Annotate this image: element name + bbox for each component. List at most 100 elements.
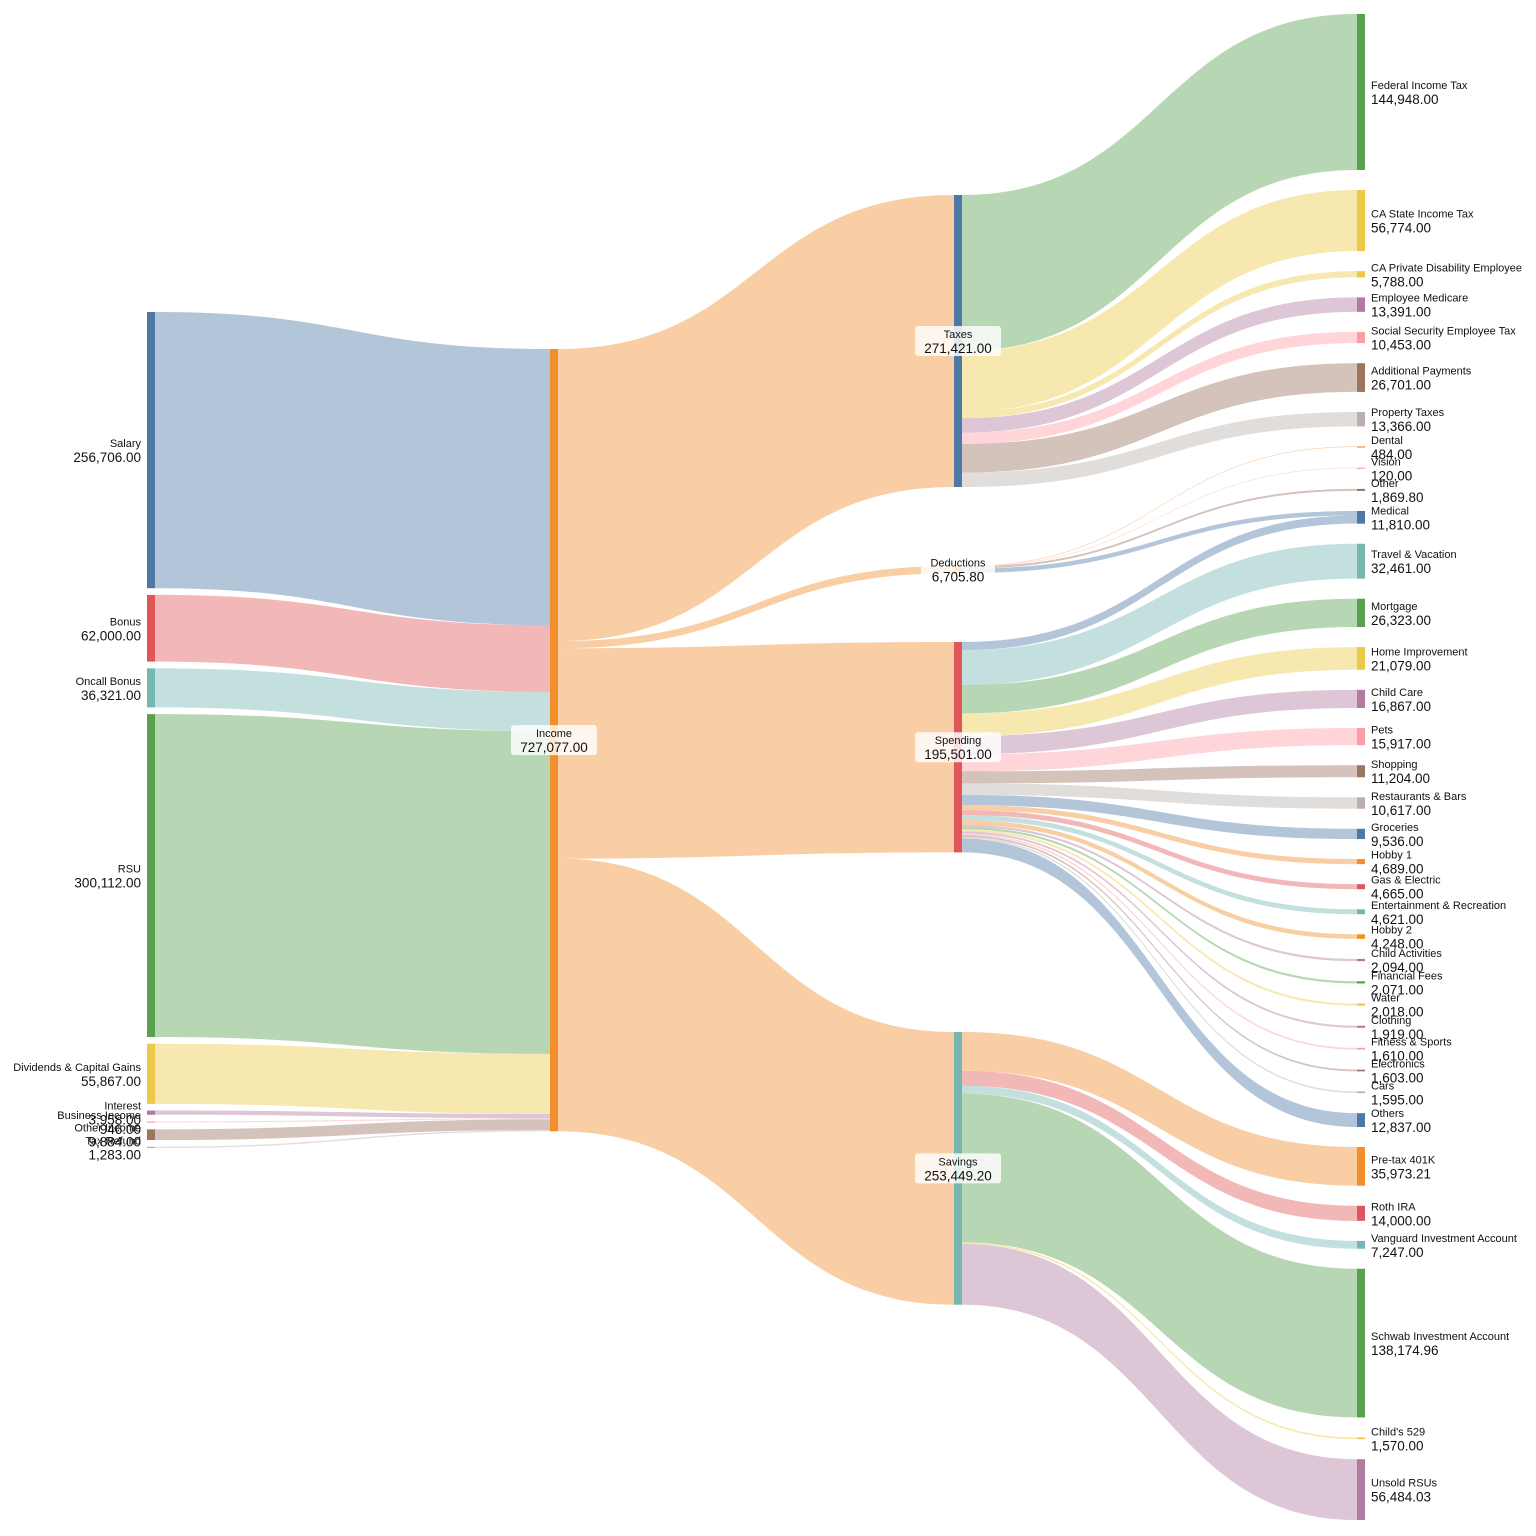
node-salary — [147, 312, 155, 589]
node-name-medical: Medical — [1371, 505, 1409, 517]
node-childcare — [1357, 689, 1365, 708]
node-name-groceries: Groceries — [1371, 822, 1419, 834]
node-name-hobby1: Hobby 1 — [1371, 850, 1412, 862]
link-savings-rothira — [962, 1070, 1357, 1221]
node-value-travel: 32,461.00 — [1371, 561, 1431, 576]
node-value-catax: 56,774.00 — [1371, 221, 1431, 236]
node-value-entertain: 4,621.00 — [1371, 912, 1424, 927]
node-value-vision: 120.00 — [1371, 468, 1412, 483]
node-value-hobby1: 4,689.00 — [1371, 862, 1424, 877]
link-savings-child529 — [962, 1242, 1357, 1440]
link-spending-finfees — [962, 826, 1357, 984]
node-name-travel: Travel & Vacation — [1371, 549, 1457, 561]
node-value-restaurants: 10,617.00 — [1371, 803, 1431, 818]
node-name-finfees: Financial Fees — [1371, 970, 1443, 982]
node-finfees — [1357, 981, 1365, 984]
node-value-electronics: 1,603.00 — [1371, 1070, 1424, 1085]
node-medical — [1357, 510, 1365, 524]
node-name-cars: Cars — [1371, 1080, 1395, 1092]
link-spending-groceries — [962, 794, 1357, 840]
node-label-bg-savings — [915, 1153, 1001, 1184]
node-entertain — [1357, 909, 1365, 915]
node-name-restaurants: Restaurants & Bars — [1371, 791, 1467, 803]
link-savings-vanguard — [962, 1085, 1357, 1249]
node-value-shopping: 11,204.00 — [1371, 771, 1430, 786]
node-name-proptax: Property Taxes — [1371, 407, 1445, 419]
node-value-medicare: 13,391.00 — [1371, 305, 1431, 320]
node-value-childact: 2,094.00 — [1371, 960, 1424, 975]
link-spending-cars — [962, 836, 1357, 1094]
node-dividends — [147, 1043, 155, 1104]
link-taxes-addpay — [962, 363, 1357, 473]
node-value-cars: 1,595.00 — [1371, 1092, 1424, 1107]
link-savings-pretax401k — [962, 1032, 1357, 1186]
node-dental — [1357, 446, 1365, 448]
node-value-water: 2,018.00 — [1371, 1005, 1424, 1020]
node-name-others: Others — [1371, 1108, 1405, 1120]
node-shopping — [1357, 765, 1365, 778]
node-cars — [1357, 1091, 1365, 1094]
node-label-hobby1: Hobby 14,689.00 — [1371, 850, 1424, 877]
node-otherincome — [147, 1129, 155, 1141]
node-value-otherincome: 9,884.00 — [88, 1135, 141, 1150]
node-value-spending: 195,501.00 — [924, 747, 992, 762]
node-clothing — [1357, 1025, 1365, 1028]
node-value-clothing: 1,919.00 — [1371, 1027, 1424, 1042]
node-name-fitness: Fitness & Sports — [1371, 1037, 1452, 1049]
node-value-proptax: 13,366.00 — [1371, 419, 1431, 434]
link-spending-shopping — [962, 765, 1357, 784]
link-taxes-cadisab — [962, 271, 1357, 419]
node-bonus — [147, 594, 155, 662]
node-medicare — [1357, 297, 1365, 312]
link-taxes-catax — [962, 190, 1357, 413]
node-name-pretax401k: Pre-tax 401K — [1371, 1154, 1436, 1166]
node-value-homeimp: 21,079.00 — [1371, 658, 1431, 673]
node-name-rothira: Roth IRA — [1371, 1201, 1416, 1213]
link-income-deductions — [558, 566, 954, 649]
link-income-taxes — [558, 195, 954, 642]
node-name-taxrefund: Tax Refund — [85, 1135, 141, 1147]
node-travel — [1357, 543, 1365, 579]
node-name-hobby2: Hobby 2 — [1371, 925, 1412, 937]
link-spending-restaurants — [962, 783, 1357, 809]
node-interest — [147, 1110, 155, 1115]
node-otherded — [1357, 488, 1365, 491]
node-proptax — [1357, 411, 1365, 427]
link-spending-childact — [962, 824, 1357, 962]
links-layer — [155, 14, 1357, 1520]
node-value-income: 727,077.00 — [520, 740, 588, 755]
node-addpay — [1357, 363, 1365, 392]
link-savings-schwab — [962, 1093, 1357, 1418]
node-value-taxrefund: 1,283.00 — [88, 1147, 141, 1162]
link-dividends-income — [155, 1043, 550, 1115]
link-otherincome-income — [155, 1119, 550, 1141]
node-name-salary: Salary — [110, 438, 142, 450]
node-fedtax — [1357, 14, 1365, 170]
node-value-bonus: 62,000.00 — [81, 628, 141, 643]
node-cadisab — [1357, 271, 1365, 278]
node-name-dividends: Dividends & Capital Gains — [13, 1062, 141, 1074]
node-value-fitness: 1,610.00 — [1371, 1049, 1424, 1064]
node-name-addpay: Additional Payments — [1371, 366, 1472, 378]
node-childact — [1357, 958, 1365, 962]
node-value-business: 946.00 — [100, 1122, 141, 1137]
